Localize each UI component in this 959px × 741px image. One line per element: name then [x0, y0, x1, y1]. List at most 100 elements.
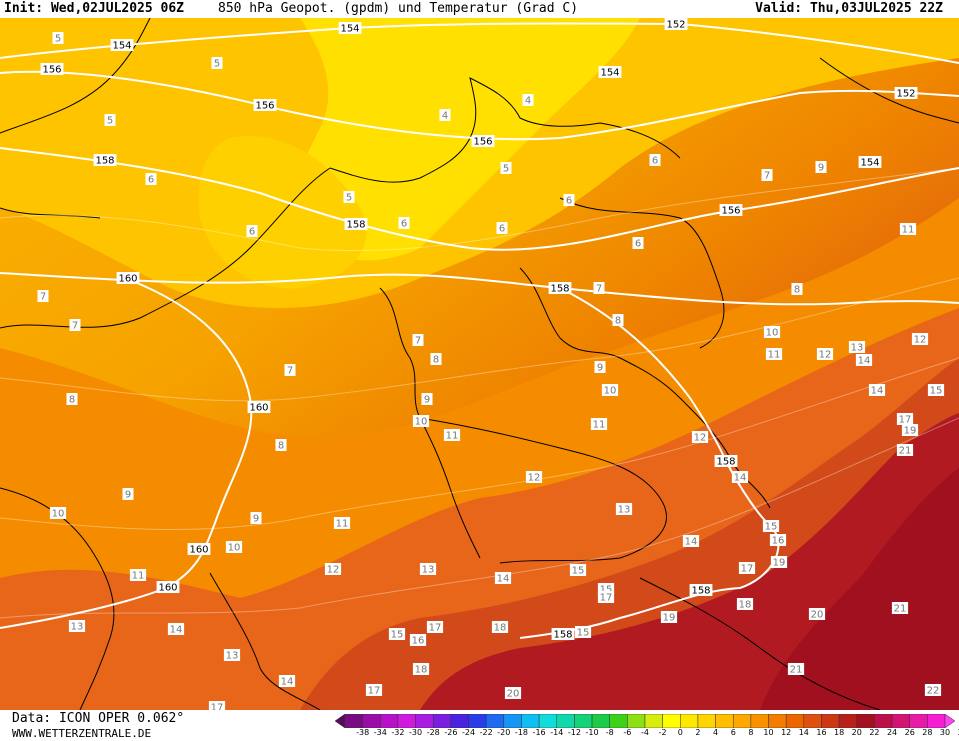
temperature-label-text: 13: [422, 565, 435, 576]
geopotential-label: 156: [40, 63, 64, 76]
temperature-label-text: 9: [818, 163, 824, 174]
temperature-label-text: 12: [819, 350, 832, 361]
legend-tick-label: -8: [605, 728, 614, 737]
temperature-label-text: 15: [577, 628, 590, 639]
temperature-labels: 5 5 5 4 4 6 5 5 6 7 9 6 6 6 6 6 11 7 7 7 8 7 8 10 12 8 7 11 12 13 14 8 9…: [37, 32, 945, 711]
legend-tick-label: 6: [730, 728, 736, 737]
temperature-label: 5: [104, 114, 116, 127]
legend-tick-label: 14: [798, 728, 809, 737]
geopotential-label-text: 160: [158, 583, 177, 594]
temperature-label: 4: [522, 94, 534, 107]
temperature-label-text: 14: [685, 537, 698, 548]
temperature-label: 11: [765, 348, 783, 361]
temperature-label: 11: [443, 429, 461, 442]
temperature-label: 11: [333, 517, 351, 530]
geopotential-label: 160: [116, 272, 140, 285]
temperature-label-text: 11: [593, 420, 606, 431]
geopotential-label-text: 156: [721, 206, 740, 217]
legend-swatch: [838, 714, 858, 728]
temperature-label-text: 5: [503, 164, 509, 175]
legend-tick-label: 28: [922, 728, 933, 737]
temperature-label-text: 8: [615, 316, 621, 327]
temperature-label-text: 22: [927, 686, 940, 697]
temperature-label-text: 11: [336, 519, 349, 530]
temperature-label: 15: [927, 384, 945, 397]
temperature-label-text: 18: [494, 623, 507, 634]
temperature-label-text: 7: [415, 336, 421, 347]
temperature-label: 12: [324, 563, 342, 576]
geopotential-label: 160: [187, 543, 211, 556]
legend-swatch: [362, 714, 381, 728]
temperature-label-text: 11: [446, 431, 459, 442]
legend-tick-label: -2: [658, 728, 667, 737]
temperature-label-text: 18: [739, 600, 752, 611]
legend-swatch: [732, 714, 752, 728]
legend-swatch: [874, 714, 893, 728]
temperature-label-text: 5: [214, 59, 220, 70]
temperature-label-text: 20: [507, 689, 520, 700]
temperature-label: 13: [615, 503, 633, 516]
legend-swatch: [627, 714, 646, 728]
temperature-label-text: 14: [734, 473, 747, 484]
temperature-label: 10: [225, 541, 243, 554]
temperature-label-text: 17: [741, 564, 754, 575]
geopotential-label-text: 158: [691, 586, 710, 597]
geopotential-label-text: 154: [600, 68, 619, 79]
temperature-label-text: 8: [794, 285, 800, 296]
temperature-label-text: 21: [899, 446, 912, 457]
geopotential-label-text: 160: [118, 274, 137, 285]
geopotential-label: 152: [664, 18, 688, 31]
map-footer: Data: ICON OPER 0.062° WWW.WETTERZENTRAL…: [0, 710, 959, 741]
temperature-label: 14: [278, 675, 296, 688]
temperature-label: 7: [593, 282, 605, 295]
geopotential-label-text: 152: [666, 20, 685, 31]
temperature-label-text: 10: [52, 509, 65, 520]
legend-tick-label: 2: [695, 728, 701, 737]
geopotential-label: 154: [598, 66, 622, 79]
temperature-label-text: 15: [391, 630, 404, 641]
temperature-label-text: 17: [211, 703, 224, 711]
temperature-label-text: 6: [652, 156, 658, 167]
temperature-label-text: 12: [914, 335, 927, 346]
temperature-label-text: 6: [401, 219, 407, 230]
temperature-label: 9: [421, 393, 433, 406]
data-source: Data: ICON OPER 0.062°: [12, 711, 185, 726]
temperature-label: 6: [649, 154, 661, 167]
legend-swatch: [415, 714, 434, 728]
temperature-label: 7: [284, 364, 296, 377]
temperature-label-text: 4: [525, 96, 531, 107]
legend-tick-label: 22: [869, 728, 880, 737]
temperature-label: 14: [855, 354, 873, 367]
temperature-label: 17: [426, 621, 444, 634]
temperature-label: 21: [787, 663, 805, 676]
temperature-label: 17: [597, 591, 615, 604]
geopotential-label-text: 154: [860, 158, 879, 169]
geopotential-label: 154: [338, 22, 362, 35]
legend-swatch: [609, 714, 628, 728]
temperature-label-text: 5: [107, 116, 113, 127]
legend-tick-label: -22: [479, 728, 493, 737]
legend-tick-label: 4: [713, 728, 719, 737]
geopotential-label: 156: [253, 99, 277, 112]
temperature-label: 6: [398, 217, 410, 230]
legend-swatch: [380, 714, 399, 728]
temperature-label-text: 12: [327, 565, 340, 576]
temperature-label-text: 13: [71, 622, 84, 633]
temperature-label-text: 19: [904, 426, 917, 437]
temperature-label-text: 7: [596, 284, 602, 295]
legend-swatch: [574, 714, 593, 728]
geopotential-label-text: 156: [255, 101, 274, 112]
temperature-label: 17: [208, 701, 226, 711]
color-legend: [335, 714, 955, 728]
temperature-label: 16: [769, 534, 787, 547]
temperature-label: 5: [211, 57, 223, 70]
temperature-label: 8: [275, 439, 287, 452]
legend-swatch: [556, 714, 575, 728]
weather-map[interactable]: 154 154 152 156 154 156 152 158 156 154 158 156 160 1…: [0, 18, 959, 710]
temperature-label-text: 10: [604, 386, 617, 397]
temperature-label: 11: [590, 418, 608, 431]
temperature-label-text: 15: [600, 585, 613, 596]
temperature-label: 9: [250, 512, 262, 525]
geopotential-label: 158: [689, 584, 713, 597]
temperature-label-text: 6: [635, 239, 641, 250]
